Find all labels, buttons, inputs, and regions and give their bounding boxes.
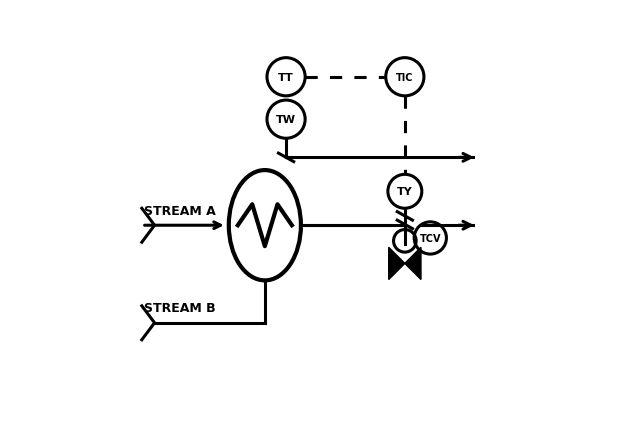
Text: STREAM A: STREAM A <box>144 204 216 217</box>
Text: TIC: TIC <box>396 72 413 83</box>
Text: TW: TW <box>276 115 296 125</box>
Text: TT: TT <box>278 72 294 83</box>
Text: TY: TY <box>397 187 413 197</box>
Polygon shape <box>388 248 405 280</box>
Polygon shape <box>405 248 421 280</box>
Text: TCV: TCV <box>420 233 441 243</box>
Text: STREAM B: STREAM B <box>144 302 216 314</box>
